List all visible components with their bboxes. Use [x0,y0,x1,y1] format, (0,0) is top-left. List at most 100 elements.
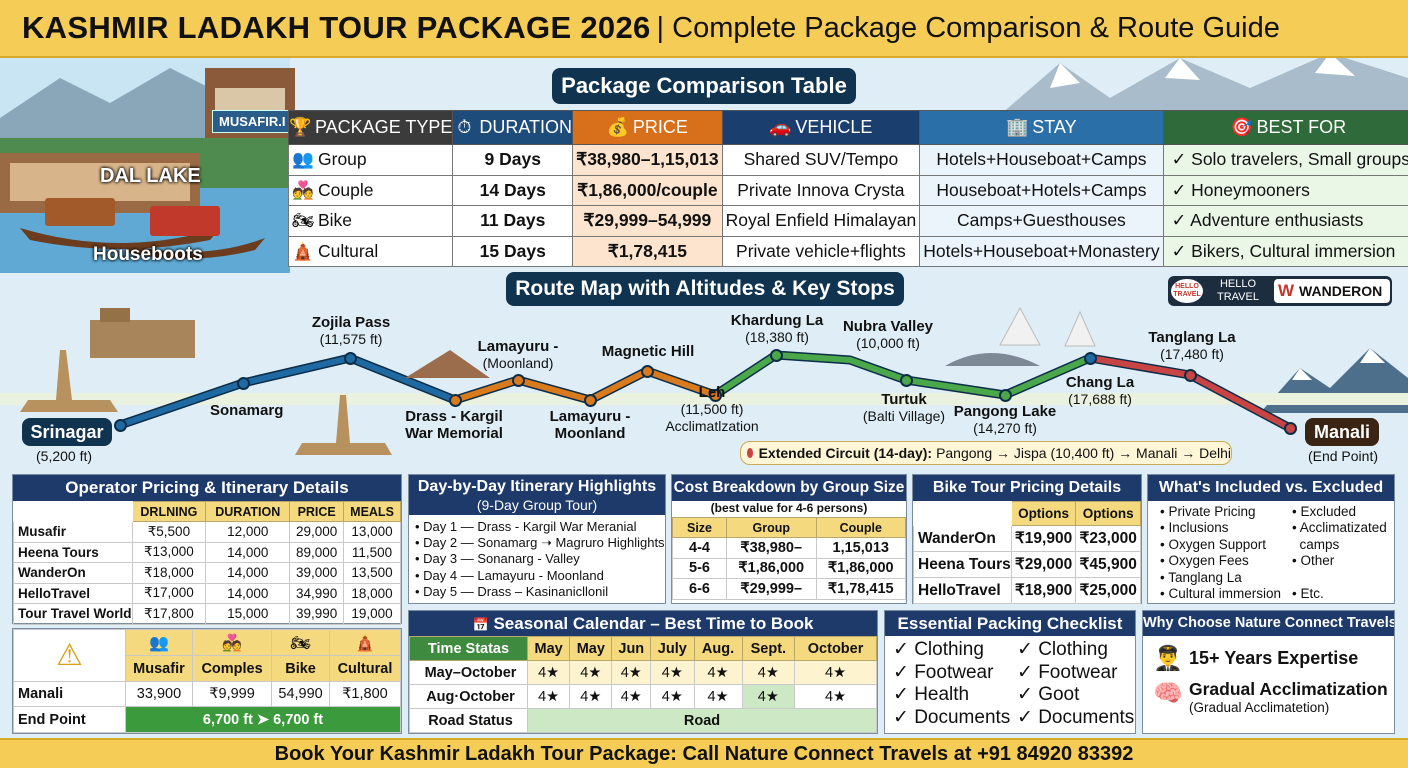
included-list: • Private Pricing • Inclusions • Oxygen … [1160,504,1282,602]
package-comparison-table: 🏆 PACKAGE TYPE ⏱ DURATION 💰 PRICE 🚗 VEHICLE … [287,110,1408,267]
table-row: HelloTravel ₹18,900 ₹25,000 [913,577,1141,604]
included-excluded-panel: What's Included vs. Excluded • Private P… [1147,474,1395,604]
stop-srinagar: Srinagar [22,418,112,446]
bike-pricing-panel: Bike Tour Pricing Details Options Options… [912,474,1142,604]
wanderon-mark: W [1278,281,1295,300]
couple-icon: 💑 [191,628,273,657]
header-duration: ⏱ DURATION [452,110,574,145]
stop-zojila-pass: Zojila Pass (11,575 ft) [311,314,391,347]
header-price: 💰 PRICE [572,110,723,145]
target-icon: 🎯 [1230,117,1253,137]
hello-travel-name: HELLO TRAVEL [1217,278,1259,303]
itinerary-list: • Day 1 — Drass - Kargil War Meranial • … [409,515,665,600]
motorbike-icon: 🏍 [292,210,315,231]
stop-chang-la: Chang La (17,688 ft) [1065,374,1135,407]
footer-call-to-action: Book Your Kashmir Ladakh Tour Package: C… [0,738,1408,768]
stop-dot [237,377,250,390]
couple-icon: 💑 [292,179,314,200]
packing-list-right: ✓ Clothing ✓ Footwear ✓ Goot ✓ Documents [1017,639,1135,728]
table-row: Road Status Road [409,708,877,733]
page-title: KASHMIR LADAKH TOUR PACKAGE 2026 [22,10,651,45]
list-item: • Day 4 — Lamayuru - Moonland [415,567,604,583]
list-item: • Day 1 — Drass - Kargil War Meranial [415,519,637,534]
table-row: Manali 33,900 ₹9,999 54,990 ₹1,800 [13,680,402,708]
header-vehicle: 🚗 VEHICLE [721,110,921,145]
cost-breakdown-subtitle: (best value for 4-6 persons) [710,501,868,515]
wanderon-logo: W WANDERON [1274,279,1390,303]
hello-travel-badge: HELLO TRAVEL [1171,279,1203,303]
package-table-title: Package Comparison Table [552,68,856,104]
warning-icon: ⚠ [13,629,126,682]
stop-magnetic-hill: Magnetic Hill [601,343,695,360]
header-package-type: 🏆 PACKAGE TYPE [287,110,454,145]
stop-nubra-valley: Nubra Valley (10,000 ft) [842,318,934,351]
stop-dot [999,389,1012,402]
table-row: WanderOn ₹18,000 14,000 39,000 13,500 [13,562,401,584]
stop-tanglang-la: Tanglang La (17,480 ft) [1148,329,1236,362]
car-icon: 🚗 [769,117,792,137]
table-row: HelloTravel ₹17,000 14,000 34,990 18,000 [13,582,401,604]
seasonal-calendar-panel: 📅 Seasonal Calendar – Best Time to Book … [408,610,878,734]
stop-dot [709,389,722,402]
operator-pricing-panel: Operator Pricing & Itinerary Details DRL… [12,474,402,625]
table-row: Musafir ₹5,500 12,000 29,000 13,000 [13,521,401,543]
seasonal-calendar-title: Seasonal Calendar – Best Time to Book [493,614,814,633]
stop-lamayuru-moonland-top: Lamayuru - (Moonland) [477,338,559,371]
musafir-sign: MUSAFIR.I [212,110,293,133]
head-brain-icon: 🧠 [1153,680,1183,707]
table-row: 👥 Group 9 Days ₹38,980–1,15,013 Shared SU… [287,144,1408,176]
table-row: 🛕 Cultural 15 Days ₹1,78,415 Private vehi… [287,235,1408,267]
stop-dot [1084,352,1097,365]
table-row: May–October 4★ 4★ 4★ 4★ 4★ 4★ 4★ [409,660,877,685]
header-stay: 🏢 STAY [919,110,1164,145]
money-bag-icon: 💰 [606,117,630,137]
stop-dot [344,352,357,365]
title-banner: KASHMIR LADAKH TOUR PACKAGE 2026 | Compl… [0,0,1408,58]
why-choose-title: Why Choose Nature Connect Travels [1143,611,1394,636]
stop-drass: Drass - Kargil War Memorial [405,408,503,442]
itinerary-panel: Day-by-Day Itinerary Highlights (9-Day G… [408,474,666,604]
page-subtitle: | Complete Package Comparison & Route Gu… [656,11,1280,44]
why-point-acclimatization: Gradual Acclimatization [1189,679,1388,699]
trophy-icon: 🏆 [289,117,312,137]
table-row: Tour Travel World ₹17,800 15,000 39,990 19,0… [13,603,401,625]
packing-checklist-title: Essential Packing Checklist [885,611,1135,636]
stop-leh: Leh (11,500 ft) Acclimatlzation [665,384,759,434]
table-row: 💑 Couple 14 Days ₹1,86,000/couple Private… [287,174,1408,206]
stopwatch-icon: ⏱ [457,117,472,137]
why-point-expertise: 15+ Years Expertise [1189,648,1359,668]
table-row: WanderOn ₹19,900 ₹23,000 [913,525,1141,552]
table-row: Aug·October 4★ 4★ 4★ 4★ 4★ 4★ 4★ [409,684,877,709]
list-item: • Day 2 — Sonamarg ➝ Magruro Highlights [415,535,665,551]
why-choose-panel: Why Choose Nature Connect Travels 👨‍✈️ 1… [1142,610,1395,734]
temple-icon: 🛕 [292,240,314,261]
stop-dot [1284,422,1297,435]
stop-dot [900,374,913,387]
operator-pricing-table: DRLNING DURATION PRICE MEALS Musafir ₹5,5… [13,501,401,625]
stop-dot [449,394,462,407]
stop-dot [770,349,783,362]
table-row: End Point 6,700 ft ➤ 6,700 ft [13,706,401,733]
stop-dot [1184,369,1197,382]
stop-sonamarg: Sonamarg [210,402,284,419]
table-row: Heena Tours ₹29,000 ₹45,900 [913,551,1141,578]
stop-pangong-lake: Pangong Lake (14,270 ft) [953,403,1057,436]
table-row: 5-6 ₹1,86,000 ₹1,86,000 [672,557,906,579]
extended-circuit: Extended Circuit (14-day): Pangong → Jis… [740,441,1232,465]
stop-manali: Manali [1305,418,1379,446]
itinerary-subtitle: (9-Day Group Tour) [476,497,598,513]
calendar-icon: 📅 [472,617,489,632]
cost-breakdown-panel: Cost Breakdown by Group Size (best value… [671,474,907,604]
table-row: 6-6 ₹29,999– ₹1,78,415 [672,578,906,600]
temple-icon: 🛕 [328,628,402,657]
table-row: 4-4 ₹38,980– 1,15,013 [672,537,906,559]
operator-pricing-title: Operator Pricing & Itinerary Details [13,475,401,501]
table-row: Heena Tours ₹13,000 14,000 89,000 11,500 [13,541,401,563]
route-marker-icon [747,448,753,458]
stop-dot [114,419,127,432]
why-point-acclimatization-sub: (Gradual Acclimatetion) [1189,700,1330,715]
excluded-list: • Excluded • Acclimatizated camps • Othe… [1292,504,1387,602]
itinerary-title: Day-by-Day Itinerary Highlights [417,478,657,495]
packing-checklist-panel: Essential Packing Checklist ✓ Clothing ✓… [884,610,1136,734]
packing-list-left: ✓ Clothing ✓ Footwear ✓ Health ✓ Documen… [893,639,1011,728]
